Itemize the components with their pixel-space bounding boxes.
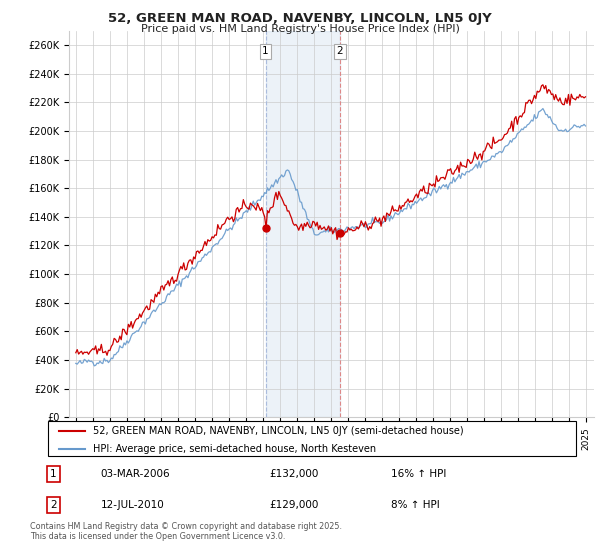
Text: 2: 2: [337, 46, 343, 56]
FancyBboxPatch shape: [48, 421, 576, 456]
Text: HPI: Average price, semi-detached house, North Kesteven: HPI: Average price, semi-detached house,…: [93, 444, 376, 454]
Text: 1: 1: [50, 469, 56, 479]
Bar: [266, 31, 340, 417]
Text: Contains HM Land Registry data © Crown copyright and database right 2025.
This d: Contains HM Land Registry data © Crown c…: [30, 522, 342, 542]
Text: 1: 1: [262, 46, 269, 56]
Text: Price paid vs. HM Land Registry's House Price Index (HPI): Price paid vs. HM Land Registry's House …: [140, 24, 460, 34]
Text: 52, GREEN MAN ROAD, NAVENBY, LINCOLN, LN5 0JY (semi-detached house): 52, GREEN MAN ROAD, NAVENBY, LINCOLN, LN…: [93, 426, 464, 436]
Text: 12-JUL-2010: 12-JUL-2010: [101, 500, 164, 510]
Text: 2: 2: [50, 500, 56, 510]
Text: 8% ↑ HPI: 8% ↑ HPI: [391, 500, 440, 510]
Text: 52, GREEN MAN ROAD, NAVENBY, LINCOLN, LN5 0JY: 52, GREEN MAN ROAD, NAVENBY, LINCOLN, LN…: [108, 12, 492, 25]
Text: 16% ↑ HPI: 16% ↑ HPI: [391, 469, 446, 479]
Text: 03-MAR-2006: 03-MAR-2006: [101, 469, 170, 479]
Text: £132,000: £132,000: [270, 469, 319, 479]
Text: £129,000: £129,000: [270, 500, 319, 510]
